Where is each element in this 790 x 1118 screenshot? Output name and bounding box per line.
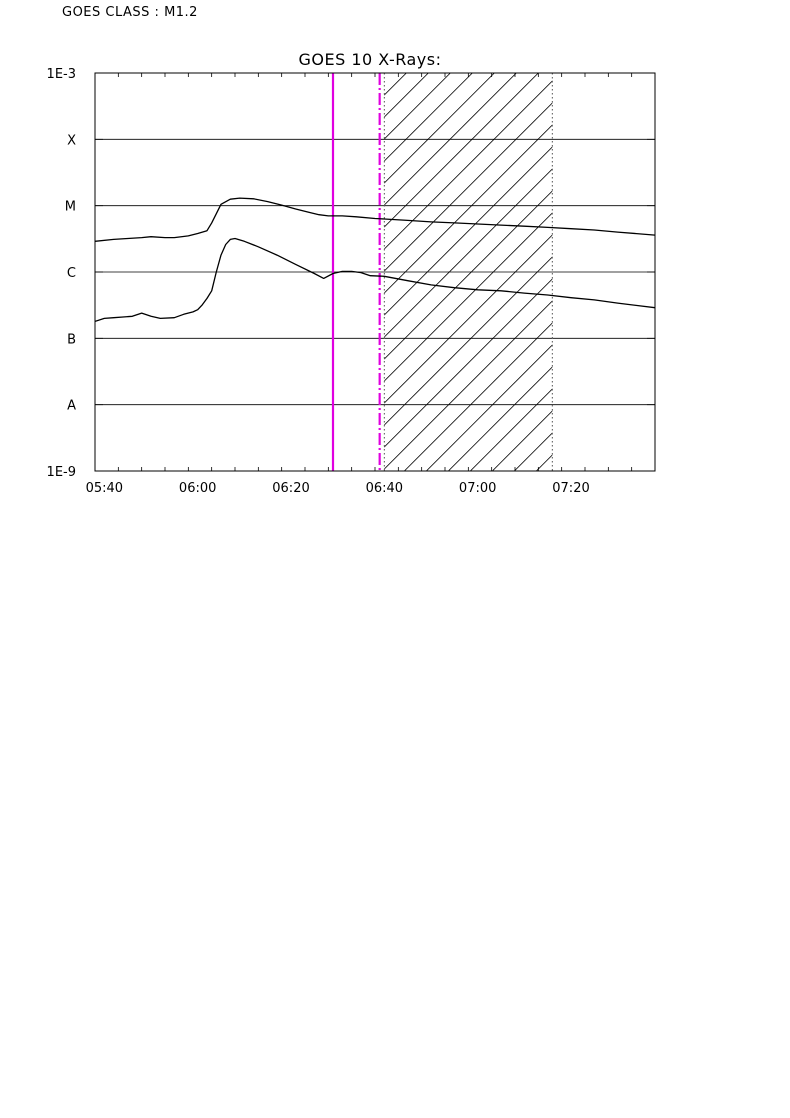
goes-class-label: GOES CLASS : M1.2 [62,5,198,20]
x-tick-label: 07:20 [552,481,589,496]
hatch-line [690,73,790,471]
y-tick-label: X [67,133,76,148]
chart-title: GOES 10 X-Rays: [299,50,442,69]
x-tick-label: 06:40 [366,481,403,496]
axis-ticks [94,72,656,472]
y-tick-label: A [67,399,76,414]
y-tick-label: 1E-3 [47,67,76,82]
hatch-line [734,73,790,471]
x-tick-label: 05:40 [86,481,123,496]
axis-tick-labels: 05:40 06:00 06:20 06:40 07:00 07:20 1E-9 A B C M X 1… [47,67,590,496]
y-tick-label: C [67,266,76,281]
hatch-line [712,73,790,471]
hatch-line [646,73,790,471]
y-tick-label: 1E-9 [47,465,76,480]
x-tick-label: 06:20 [272,481,309,496]
series-long-channel [95,197,655,242]
x-tick-label: 06:00 [179,481,216,496]
x-tick-label: 07:00 [459,481,496,496]
series-short-channel [95,237,655,323]
grid-lines [95,138,655,406]
y-tick-label: B [67,332,76,347]
hatch-line [778,73,790,471]
time-markers [331,73,553,471]
series-lines [95,197,655,323]
y-tick-label: M [65,200,76,215]
hatch-line [668,73,790,471]
hatch-line [756,73,790,471]
